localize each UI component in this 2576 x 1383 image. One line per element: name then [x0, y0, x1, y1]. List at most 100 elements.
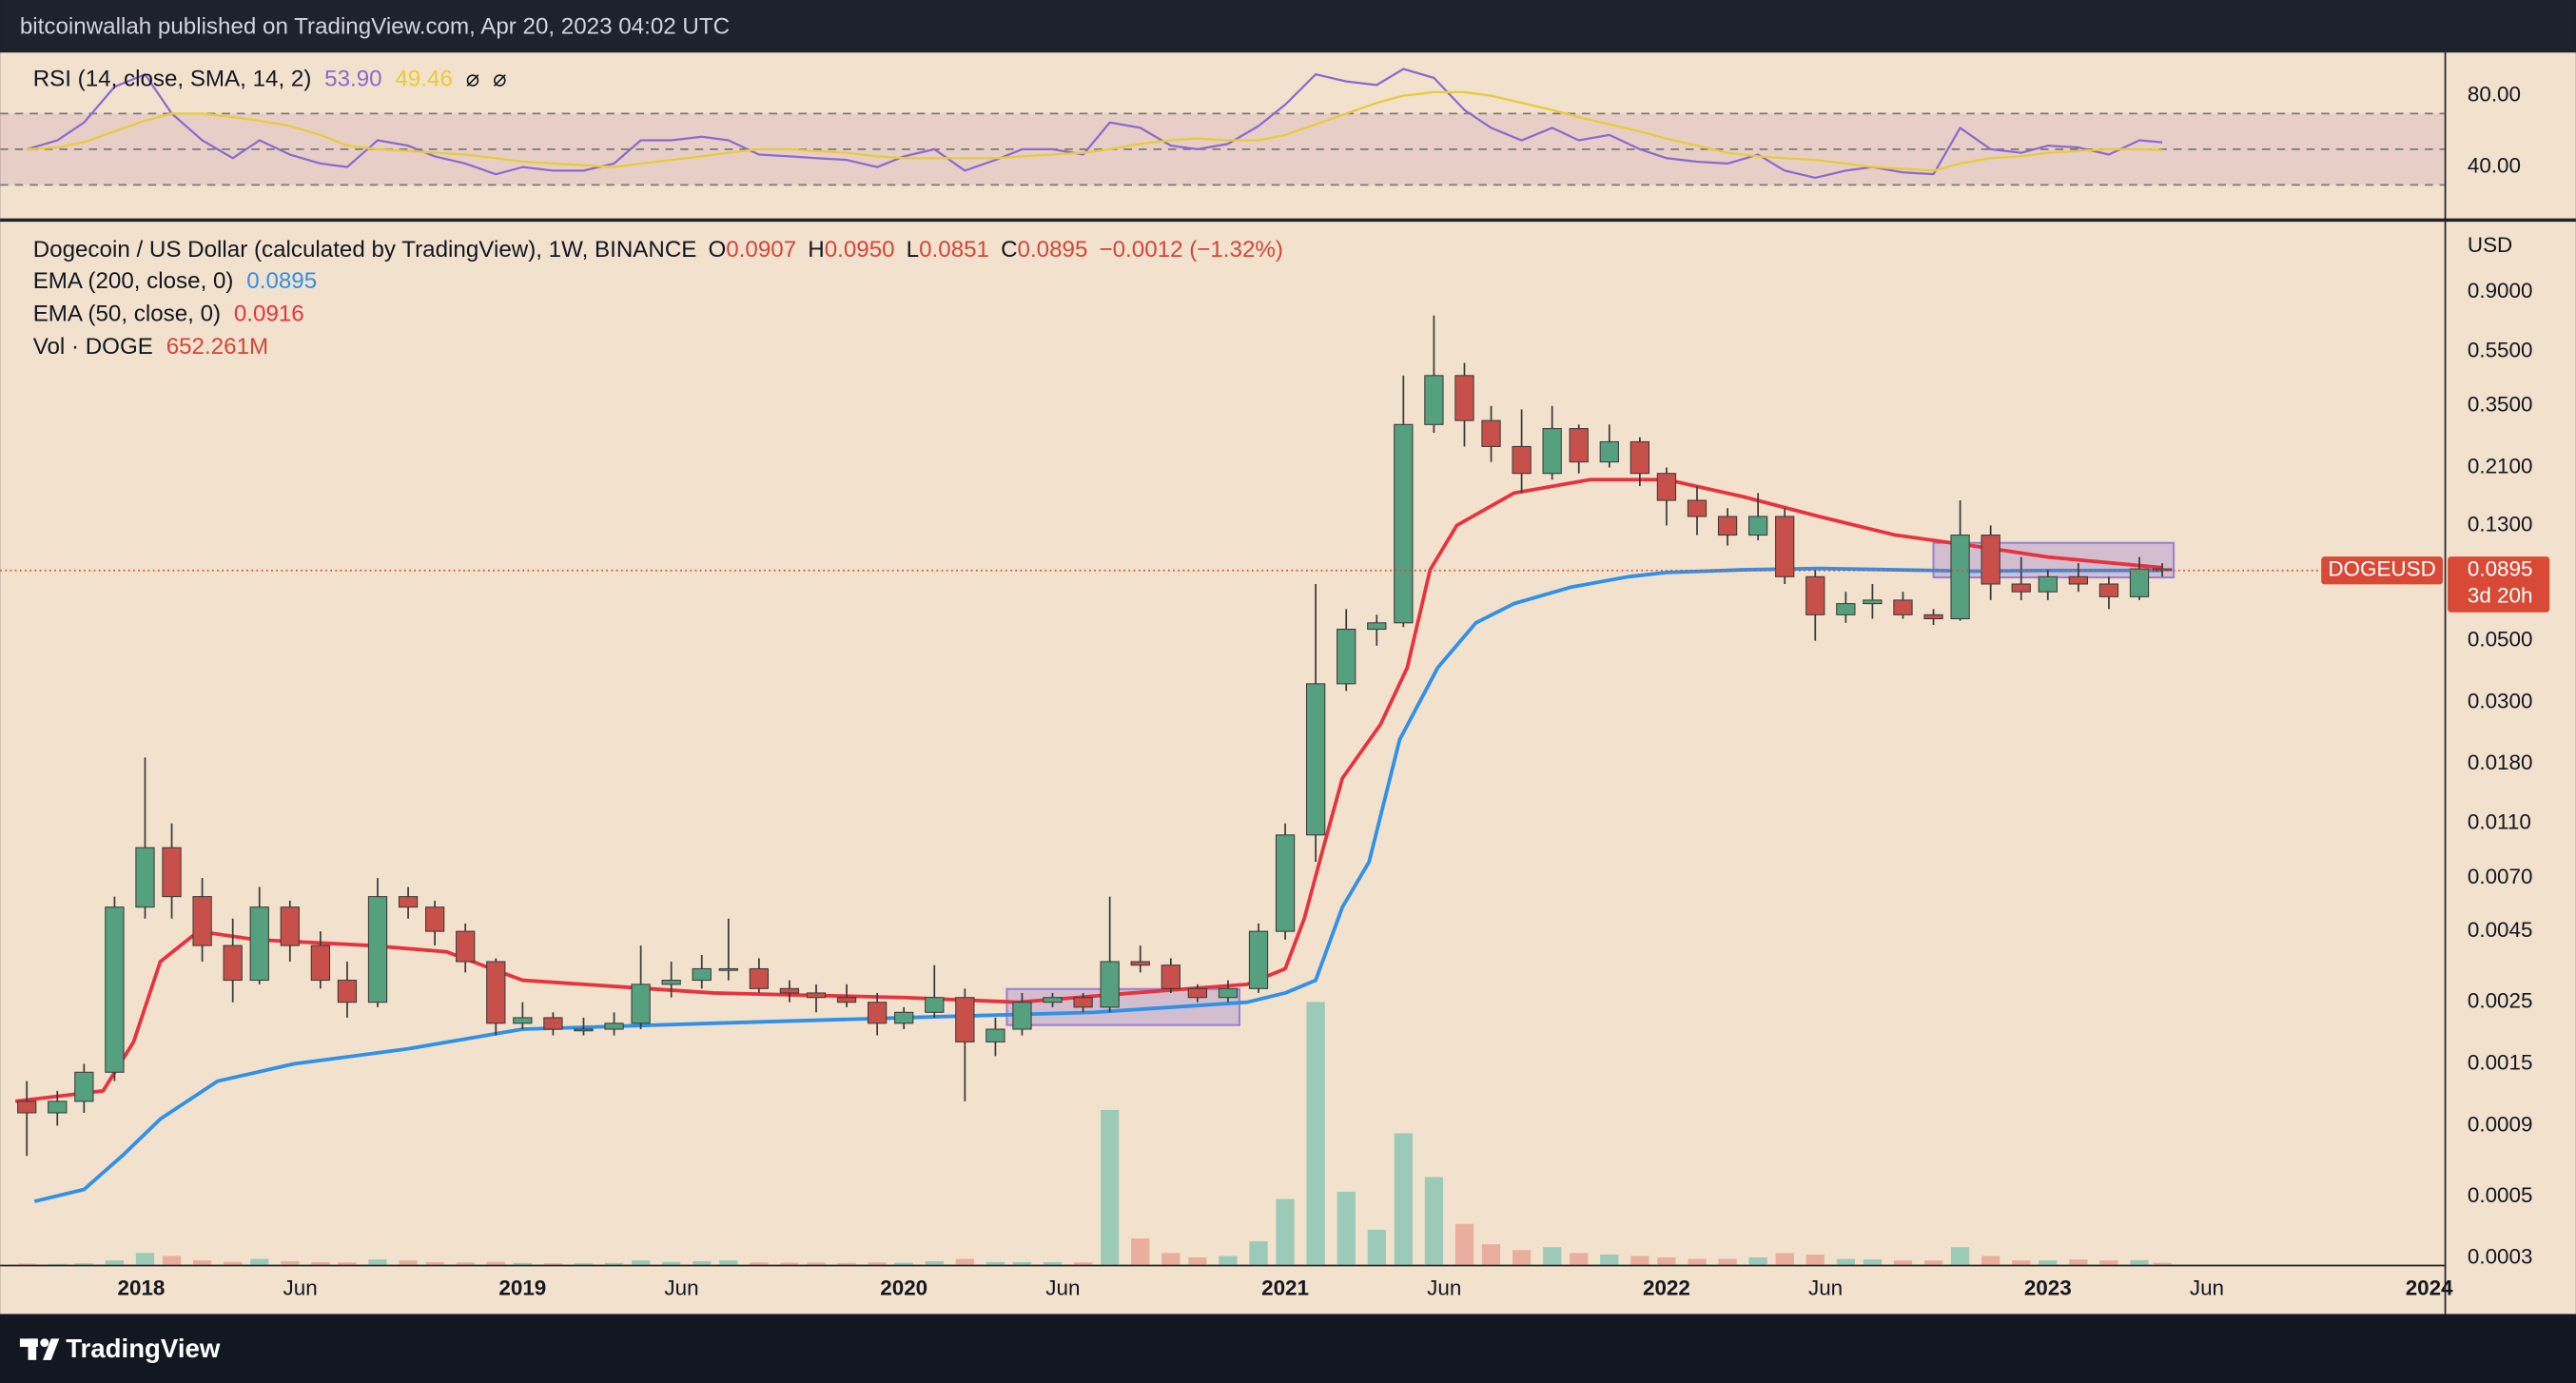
ohlc-value: 0.0851	[919, 238, 989, 263]
volume-bar	[604, 1262, 624, 1265]
volume-bar	[486, 1261, 505, 1265]
volume-bar	[399, 1260, 418, 1265]
ohlc-value: 0.0950	[825, 238, 895, 263]
volume-bar	[1481, 1244, 1501, 1265]
ohlc-value: 0.0907	[726, 238, 796, 263]
volume-bar	[1454, 1223, 1474, 1265]
candle-body	[2011, 583, 2031, 593]
volume-bar	[543, 1263, 563, 1265]
volume-bar	[719, 1260, 738, 1265]
candle-body	[337, 980, 358, 1003]
volume-bar	[1630, 1256, 1649, 1265]
tradingview-logo	[19, 1338, 60, 1360]
candle-body	[162, 847, 182, 898]
volume-bar	[1600, 1254, 1619, 1265]
volume-bar	[2069, 1259, 2088, 1265]
volume-bar	[368, 1259, 387, 1265]
candle-body	[574, 1028, 594, 1032]
volume-bar	[955, 1258, 974, 1265]
footer-brand: TradingView	[66, 1334, 221, 1363]
ohlc-label: H	[808, 238, 824, 263]
volume-bar	[1923, 1260, 1943, 1265]
price-tag	[2448, 556, 2550, 613]
candle-body	[1893, 599, 1913, 615]
volume-bar	[1543, 1247, 1562, 1265]
volume-bar	[1249, 1241, 1268, 1265]
ema-line	[33, 566, 2163, 1203]
x-tick-label: 2021	[1261, 1276, 1309, 1299]
y-tick-label: 0.0110	[2468, 810, 2531, 834]
y-tick-label: 0.0015	[2468, 1050, 2533, 1074]
candle-body	[1630, 440, 1650, 475]
volume-bar	[1775, 1253, 1794, 1265]
volume-bar	[662, 1261, 681, 1265]
header-bar	[0, 0, 2576, 53]
candle-body	[135, 847, 155, 908]
volume-bar	[513, 1262, 532, 1265]
volume-bar	[135, 1253, 155, 1265]
x-tick-label: Jun	[283, 1276, 318, 1299]
candle-body	[543, 1017, 563, 1030]
axis-unit: USD	[2468, 233, 2512, 257]
candle-body	[1656, 473, 1677, 501]
rsi-icon: ⌀	[466, 67, 480, 92]
y-tick-label: 80.00	[2468, 83, 2521, 107]
candle-body	[1218, 987, 1239, 999]
volume-bar	[894, 1262, 913, 1265]
candle-body	[1073, 997, 1093, 1008]
x-tick-label: Jun	[1427, 1276, 1461, 1299]
change-value: −0.0012 (−1.32%)	[1100, 238, 1283, 263]
y-tick-label: 0.0009	[2468, 1112, 2533, 1136]
candle-body	[2068, 575, 2089, 585]
volume-bar	[1131, 1238, 1150, 1265]
candle-body	[2129, 568, 2150, 597]
x-tick-label: Jun	[1808, 1276, 1843, 1299]
candle-body	[2152, 568, 2173, 572]
volume-bar	[1748, 1256, 1767, 1265]
candle-body	[1717, 516, 1738, 536]
volume-bar	[807, 1262, 826, 1265]
candle-body	[74, 1071, 94, 1102]
rsi-title: RSI (14, close, SMA, 14, 2)	[33, 67, 312, 92]
legend-line: Vol · DOGE 652.261M	[33, 334, 268, 360]
volume-bar	[693, 1260, 712, 1265]
candle-body	[604, 1023, 624, 1030]
y-tick-label: 0.0025	[2468, 989, 2533, 1013]
volume-bar	[425, 1261, 444, 1265]
candle-body	[1923, 614, 1943, 620]
volume-bar	[1043, 1261, 1063, 1265]
candle-body	[868, 1002, 888, 1024]
volume-bar	[631, 1260, 651, 1265]
candle-body	[1043, 997, 1063, 1003]
candle-body	[456, 930, 476, 963]
symbol-tag	[2321, 556, 2443, 585]
volume-bar	[1657, 1256, 1676, 1265]
volume-bar	[1863, 1259, 1883, 1265]
candle-body	[1950, 535, 1970, 620]
volume-bar	[224, 1261, 243, 1265]
volume-bar	[17, 1263, 36, 1265]
volume-bar	[1012, 1261, 1032, 1265]
candle-body	[1394, 423, 1414, 624]
ohlc-label: O	[708, 238, 726, 263]
candle-body	[1687, 499, 1708, 517]
rsi-value: 49.46	[395, 67, 452, 92]
candle-body	[955, 997, 975, 1042]
volume-bar	[1219, 1256, 1238, 1265]
candle-body	[1424, 375, 1444, 425]
overlay-value: 0.0916	[234, 302, 304, 327]
volume-bar	[250, 1258, 269, 1265]
legend-title: Dogecoin / US Dollar (calculated by Trad…	[33, 238, 697, 263]
volume-bar	[2039, 1260, 2058, 1265]
volume-bar	[281, 1260, 300, 1265]
volume-bar	[1337, 1191, 1356, 1265]
candle-body	[1454, 375, 1474, 421]
x-tick-label: 2018	[118, 1276, 166, 1299]
volume-bar	[1424, 1177, 1444, 1265]
chart-background	[0, 52, 2576, 1315]
candle-body	[749, 967, 770, 989]
legend-line: Dogecoin / US Dollar (calculated by Trad…	[33, 238, 1283, 263]
y-tick-label: 0.0003	[2468, 1245, 2533, 1269]
y-tick-label: 0.5500	[2468, 338, 2533, 361]
volume-bar	[1512, 1250, 1532, 1265]
